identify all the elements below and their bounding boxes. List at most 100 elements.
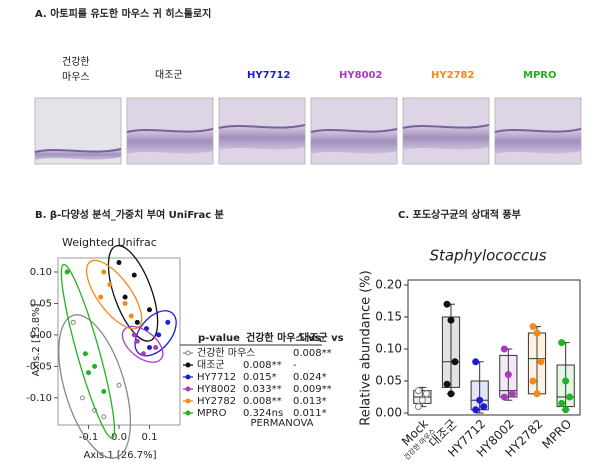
p-value: 0.008** — [293, 348, 332, 359]
x-tick-label: 0.1 — [142, 432, 158, 443]
data-point — [562, 377, 570, 385]
tissue-band — [495, 129, 581, 154]
data-point — [443, 300, 451, 308]
group-label: HY8002 — [339, 70, 382, 81]
tissue-band — [311, 129, 397, 154]
data-point — [533, 329, 541, 337]
data-point — [418, 396, 426, 404]
group-ellipse — [107, 244, 159, 342]
y-tick-label: 0.05 — [30, 298, 52, 309]
y-tick-label: 0.20 — [375, 278, 402, 292]
scatter-point — [131, 272, 137, 278]
scatter-point — [147, 344, 152, 350]
panel-b-title: B. β-다양성 분석_가중치 부여 UniFrac 분 — [35, 208, 224, 221]
x-tick-label: MPRO — [539, 417, 574, 452]
data-point — [414, 387, 422, 395]
scatter-point — [107, 282, 113, 288]
y-tick-label: 0.05 — [375, 374, 402, 388]
data-point — [414, 403, 422, 411]
group-ellipse — [134, 310, 177, 357]
group-label: HY7712 — [247, 70, 290, 81]
y-tick-label: 0.15 — [375, 310, 402, 324]
data-point — [558, 339, 566, 347]
epidermis — [402, 124, 490, 129]
data-point — [443, 380, 451, 388]
group-ellipse — [121, 325, 164, 363]
group-ellipse — [85, 259, 143, 330]
data-point — [533, 390, 541, 398]
legend-dot — [185, 398, 191, 404]
y-axis-label: Axis.2 [13.8%] — [31, 303, 42, 376]
data-point — [451, 358, 459, 366]
y-tick-label: -0.05 — [26, 361, 52, 372]
p-value: 0.015* — [243, 372, 277, 383]
scatter-point — [156, 332, 162, 338]
legend-dot — [185, 386, 191, 392]
x-tick-label: -0.1 — [79, 432, 99, 443]
table-header: 대조군 vs — [300, 331, 344, 344]
chart-title: Staphylococcus — [429, 247, 546, 265]
scatter-point — [153, 344, 159, 350]
scatter-point — [128, 313, 134, 319]
box — [470, 380, 489, 411]
legend-label: HY2782 — [197, 396, 236, 407]
data-point — [529, 377, 537, 385]
table-header: p-value — [198, 333, 240, 344]
scatter-point — [98, 294, 104, 300]
scatter-point — [165, 319, 171, 325]
legend-dot — [185, 374, 191, 380]
legend-label: 대조군 — [197, 359, 225, 371]
tissue-band — [219, 125, 305, 150]
legend-label: MPRO — [197, 408, 227, 419]
scatter-point — [147, 307, 152, 313]
y-tick-label: 0.10 — [375, 342, 402, 356]
x-tick-label: 0.0 — [111, 432, 127, 443]
legend-label: 건강한 마우스 — [197, 347, 255, 359]
p-value: 0.033** — [243, 384, 282, 395]
scatter-point — [116, 260, 122, 266]
panel-a-title: A. 아토피를 유도한 마우스 귀 히스톨로지 — [35, 7, 211, 20]
data-point — [529, 323, 537, 331]
scatter-point — [116, 382, 122, 388]
data-point — [537, 358, 545, 366]
epidermis — [494, 128, 582, 133]
data-point — [566, 393, 574, 401]
group-label: 대조군 — [155, 69, 183, 81]
scatter-point — [140, 351, 146, 357]
tissue-band — [403, 125, 489, 150]
legend-label: HY8002 — [197, 384, 236, 395]
p-value: - — [293, 360, 297, 371]
p-value: - — [243, 348, 247, 359]
data-point — [472, 358, 480, 366]
scatter-point — [92, 363, 98, 369]
legend-dot — [185, 350, 191, 356]
data-point — [504, 371, 512, 379]
group-ellipse — [60, 263, 116, 439]
scatter-point — [82, 351, 88, 357]
epidermis — [218, 124, 306, 129]
y-tick-label: 0.10 — [30, 267, 52, 278]
table-footer: PERMANOVA — [251, 418, 314, 429]
scatter-point — [131, 332, 137, 338]
data-point — [500, 345, 508, 353]
data-point — [422, 390, 430, 398]
group-label: HY2782 — [431, 70, 474, 81]
data-point — [558, 399, 566, 407]
p-value: 0.013* — [293, 396, 327, 407]
y-axis-label: Relative abundance (%) — [359, 270, 374, 426]
data-point — [472, 406, 480, 414]
group-ellipse — [58, 314, 132, 459]
scatter-point — [79, 395, 85, 401]
p-value: 0.009** — [293, 384, 332, 395]
scatter-point — [70, 319, 76, 325]
scatter-point — [101, 389, 107, 395]
scatter-point — [101, 269, 107, 275]
data-point — [500, 393, 508, 401]
epidermis — [126, 128, 214, 133]
scatter-point — [122, 300, 128, 306]
scatter-point — [101, 414, 107, 420]
data-point — [447, 316, 455, 324]
y-tick-label: 0.00 — [375, 406, 402, 420]
p-value: 0.324ns — [243, 408, 283, 419]
legend-dot — [185, 362, 191, 368]
